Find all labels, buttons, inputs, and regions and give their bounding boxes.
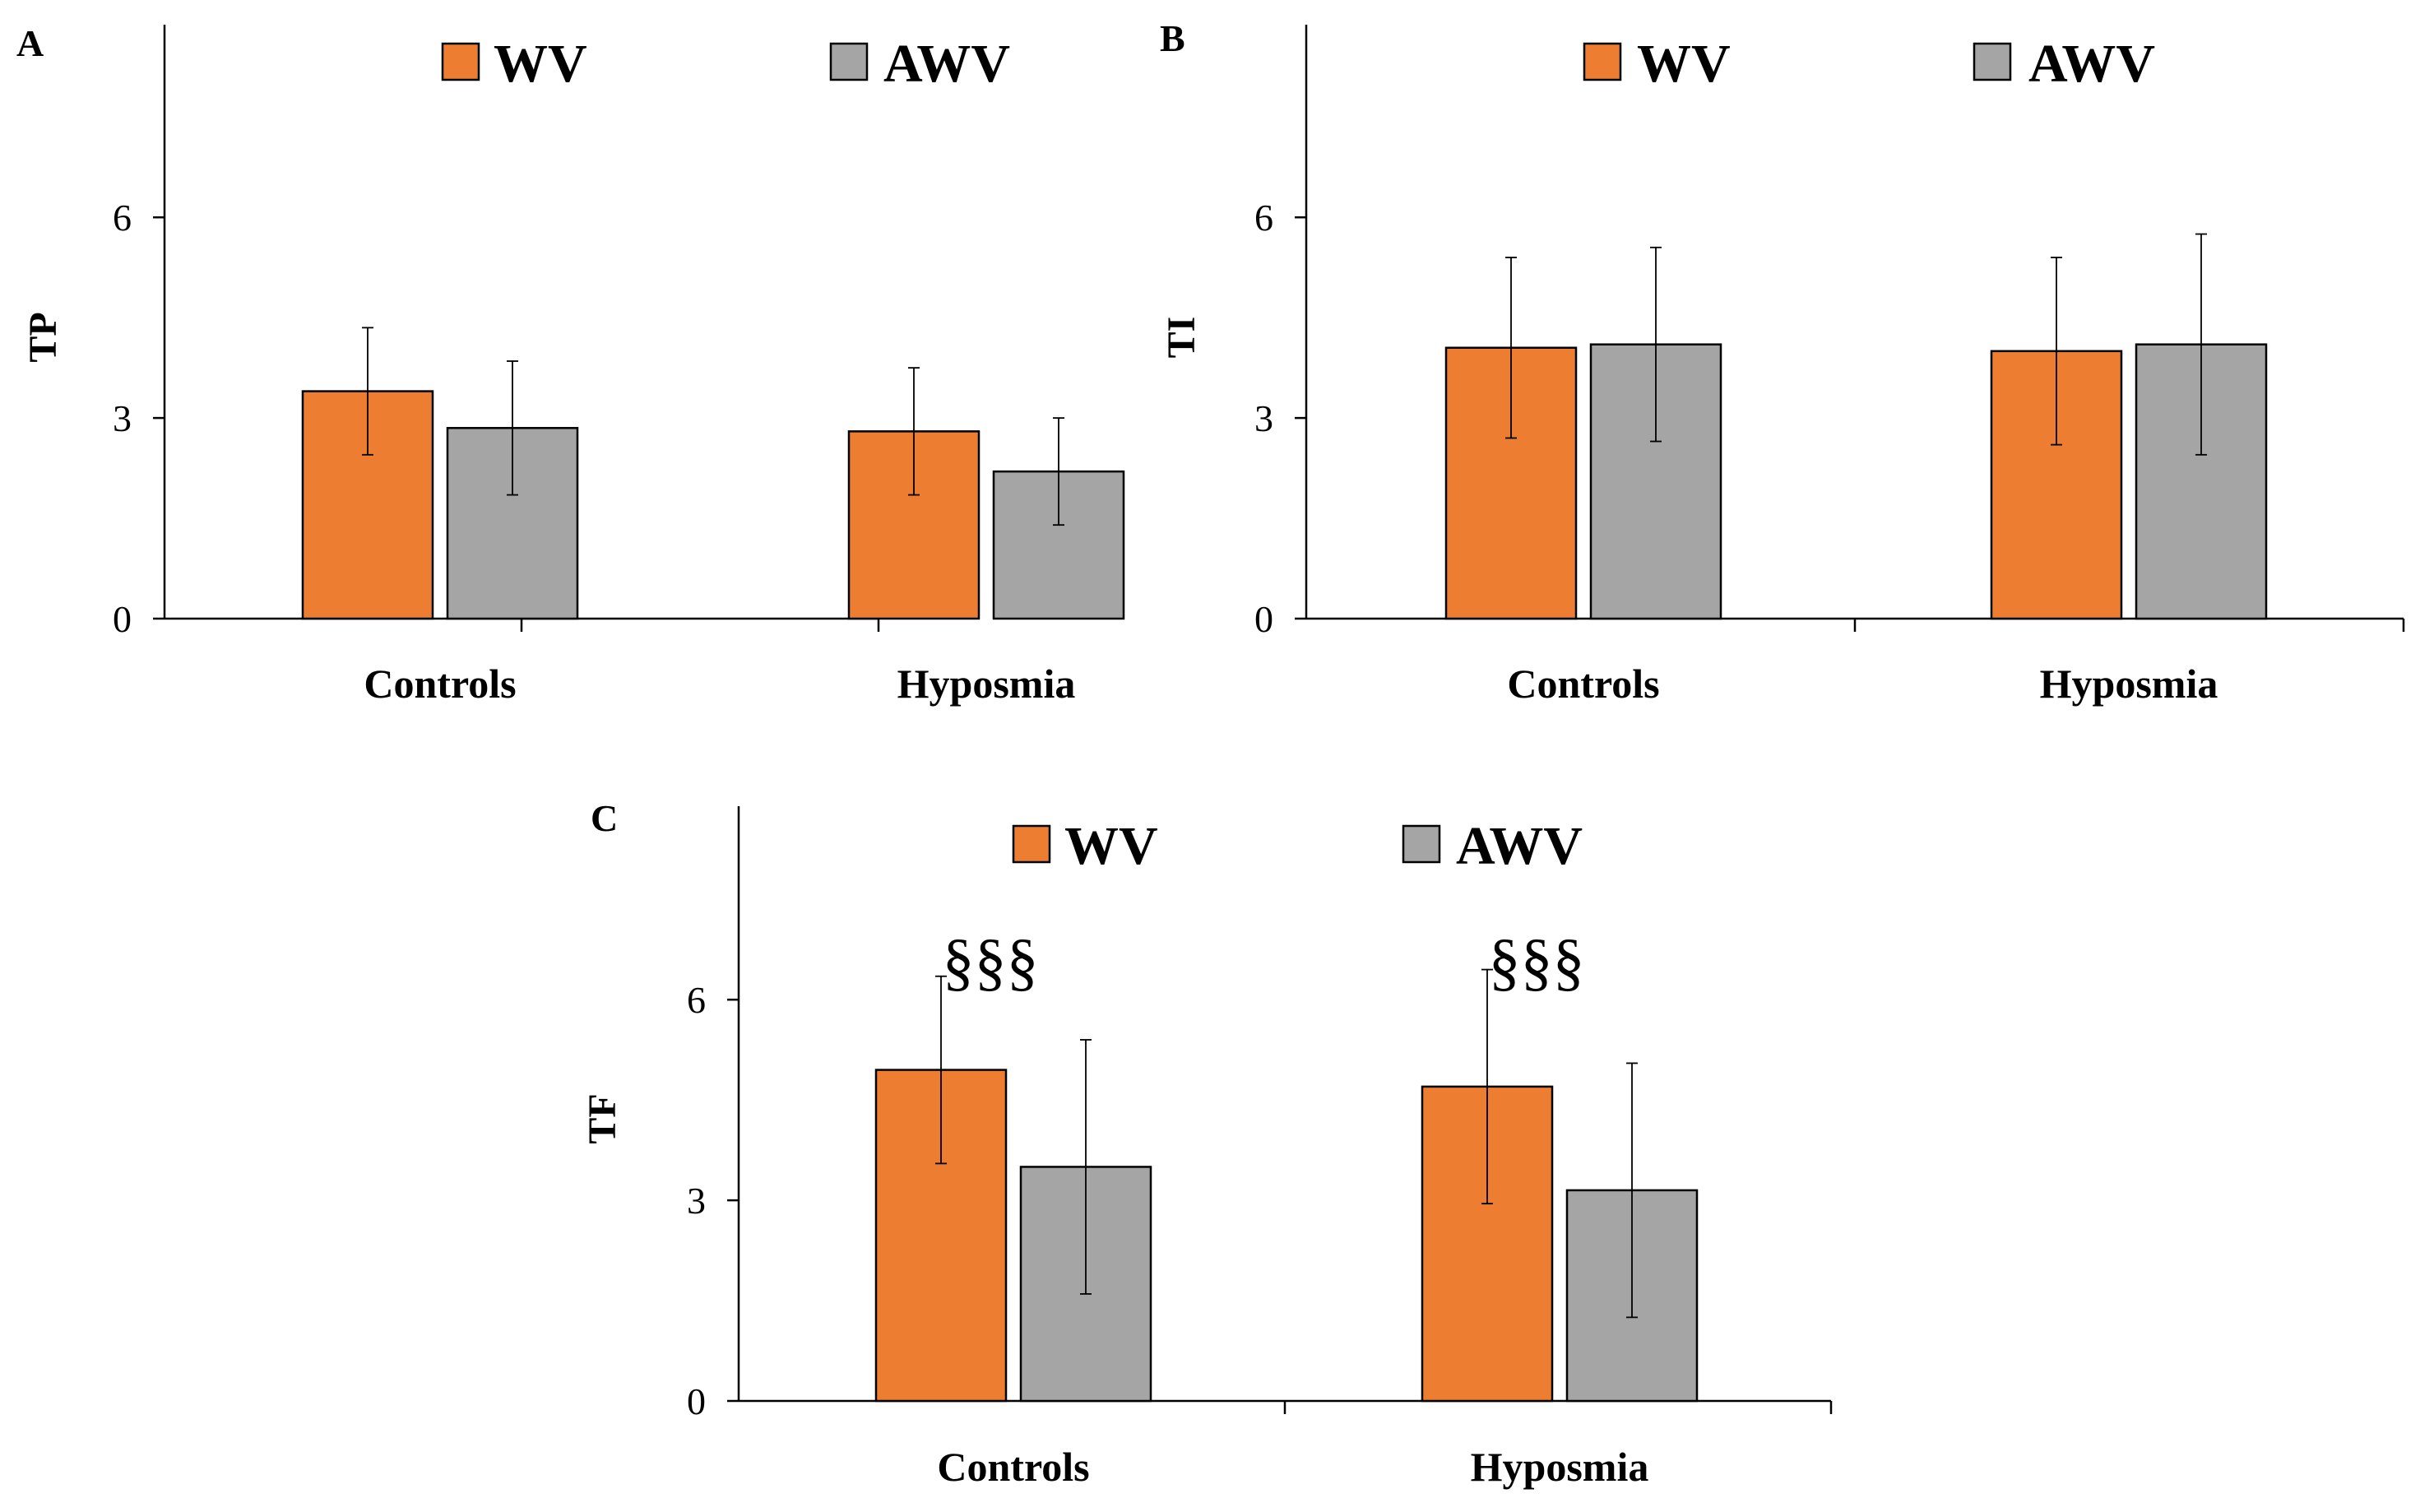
- legend-swatch-wv: [1583, 42, 1622, 81]
- chart-panel-b: B TI 0 3 6 Controls Hyposmia WV AWV: [1160, 17, 2405, 707]
- x-category-label: Hyposmia: [2040, 661, 2218, 707]
- y-tick-label: 0: [687, 1380, 706, 1422]
- y-tick-label: 3: [687, 1180, 706, 1222]
- x-category-label: Controls: [364, 661, 516, 707]
- legend-label-wv: WV: [494, 34, 587, 94]
- chart-panel-a: A TP 0 3 6 Controls Hyposmia WV AWV: [16, 22, 1125, 707]
- legend-label-wv: WV: [1637, 34, 1731, 94]
- legend-swatch-wv: [1012, 824, 1051, 864]
- legend-label-awv: AWV: [883, 34, 1010, 94]
- y-tick-label: 3: [1254, 397, 1273, 439]
- panel-letter: C: [591, 797, 618, 839]
- y-tick-label: 0: [113, 598, 132, 640]
- x-category-label: Hyposmia: [897, 661, 1076, 707]
- legend-swatch-awv: [829, 42, 869, 81]
- significance-annotation: §§§: [943, 925, 1039, 997]
- chart-panel-c: C TF 0 3 6 Controls Hyposmia WV AWV §§§ §§§: [581, 797, 1833, 1490]
- y-tick-label: 3: [113, 397, 132, 439]
- x-category-label: Controls: [937, 1444, 1089, 1490]
- y-tick-label: 6: [1254, 197, 1273, 239]
- y-axis-label: TI: [1160, 317, 1203, 359]
- legend-swatch-awv: [1973, 42, 2012, 81]
- y-axis-label: TF: [581, 1093, 624, 1143]
- y-tick-label: 0: [1254, 598, 1273, 640]
- legend-label-awv: AWV: [2028, 34, 2155, 94]
- significance-annotation: §§§: [1489, 925, 1585, 997]
- x-category-label: Hyposmia: [1471, 1444, 1649, 1490]
- legend-label-wv: WV: [1064, 816, 1158, 876]
- panel-letter: A: [16, 22, 44, 64]
- y-tick-label: 6: [113, 197, 132, 239]
- y-tick-label: 6: [687, 979, 706, 1021]
- legend-label-awv: AWV: [1456, 816, 1583, 876]
- x-category-label: Controls: [1507, 661, 1659, 707]
- panel-letter: B: [1160, 17, 1185, 59]
- legend-swatch-wv: [441, 42, 480, 81]
- y-axis-label: TP: [21, 312, 65, 362]
- legend-swatch-awv: [1402, 824, 1441, 864]
